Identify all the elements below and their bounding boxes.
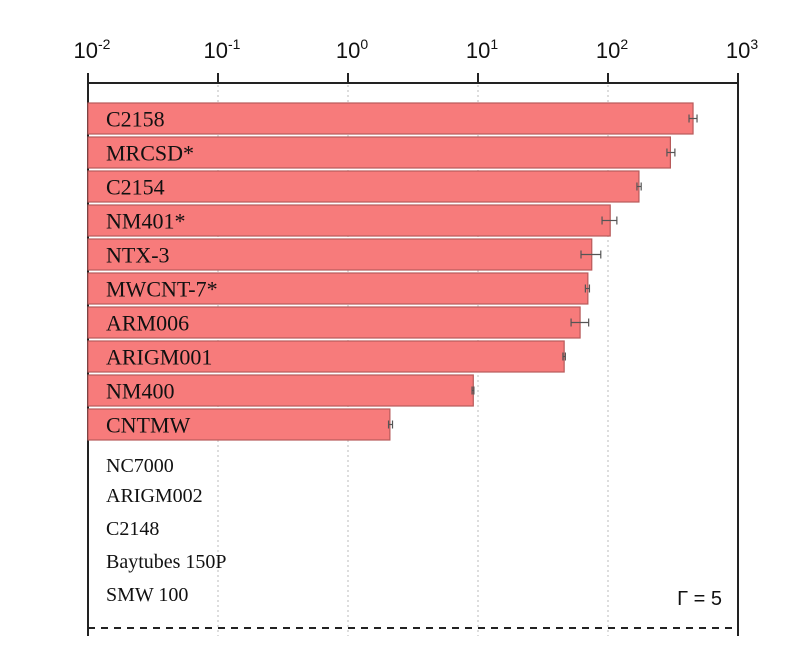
zero-category-label: NC7000 [106, 455, 174, 477]
bar [87, 102, 694, 135]
bar [87, 170, 640, 203]
error-bar [471, 386, 475, 395]
tick-label: 102 [596, 36, 628, 63]
bar-label: MWCNT-7* [106, 277, 218, 302]
bar-label: NM400 [106, 379, 174, 404]
bar [87, 340, 565, 373]
bar-group: NM401* [87, 204, 618, 237]
error-bar [666, 148, 676, 157]
bar [87, 136, 672, 169]
bar [87, 272, 589, 305]
tick-label: 103 [726, 36, 758, 63]
bar-group: CNTMW [87, 408, 394, 441]
tick-label: 10-1 [204, 36, 241, 63]
bar-label: C2154 [106, 175, 165, 200]
bar-group: ARM006 [87, 306, 590, 339]
error-bar [570, 318, 590, 327]
error-bar [636, 182, 642, 191]
bar [87, 306, 581, 339]
zero-category-label: ARIGM002 [106, 485, 203, 507]
zero-value-labels: NC7000 ARIGM002 C2148 Baytubes 150P SMW 100 [106, 455, 227, 606]
error-bar [601, 216, 618, 225]
bar-label: CNTMW [106, 413, 191, 438]
error-bar [580, 250, 602, 259]
bar [87, 374, 474, 407]
bar-label: ARIGM001 [106, 345, 212, 370]
tick-label: 10-2 [74, 36, 111, 63]
bars: C2158 MRCSD* C2154 NM401* NTX-3 MWCNT-7* ARM00… [87, 102, 698, 441]
x-axis-ticks: 10-2 10-1 100 101 102 103 [74, 36, 758, 83]
bar-label: NM401* [106, 209, 185, 234]
bar-label: ARM006 [106, 311, 189, 336]
bar [87, 204, 611, 237]
error-bar [562, 352, 566, 361]
zero-category-label: SMW 100 [106, 584, 188, 606]
bar [87, 408, 391, 441]
bar-group: MRCSD* [87, 136, 676, 169]
bar-group: ARIGM001 [87, 340, 566, 373]
gamma-annotation: Γ = 5 [677, 588, 722, 610]
error-bar [688, 114, 698, 123]
bar-label: C2158 [106, 107, 165, 132]
bar-label: MRCSD* [106, 141, 194, 166]
bar-group: C2154 [87, 170, 642, 203]
bar-group: NTX-3 [87, 238, 602, 271]
bar-group: MWCNT-7* [87, 272, 591, 305]
error-bar [387, 420, 394, 429]
tick-label: 100 [336, 36, 368, 63]
bar-group: NM400 [87, 374, 475, 407]
zero-category-label: Baytubes 150P [106, 551, 227, 573]
error-bar [584, 284, 591, 293]
tick-label: 101 [466, 36, 498, 63]
zero-category-label: C2148 [106, 518, 159, 540]
bar-label: NTX-3 [106, 243, 170, 268]
bar-group: C2158 [87, 102, 698, 135]
